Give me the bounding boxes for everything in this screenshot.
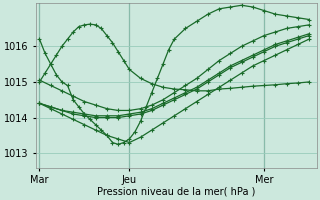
X-axis label: Pression niveau de la mer( hPa ): Pression niveau de la mer( hPa ) [97,187,255,197]
